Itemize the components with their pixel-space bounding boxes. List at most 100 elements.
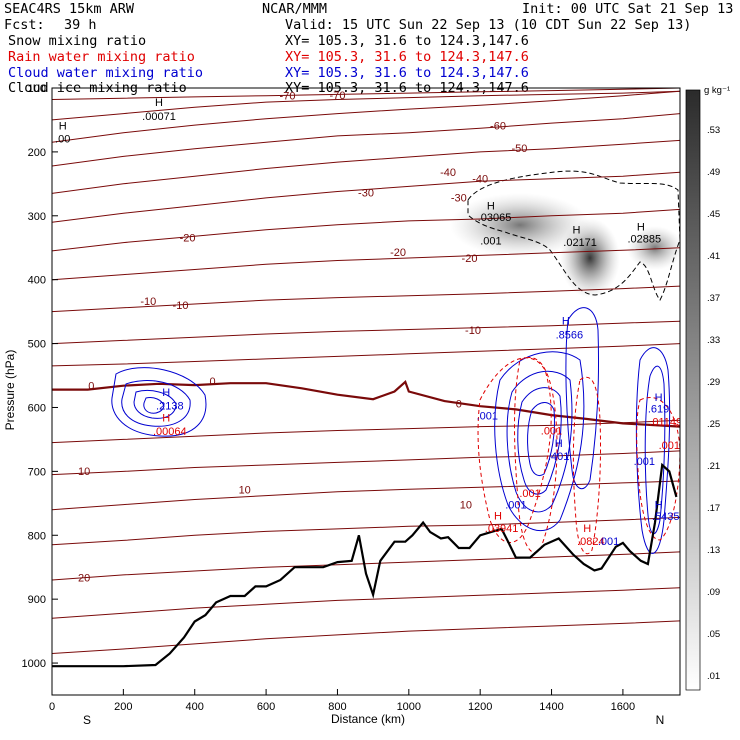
contour-label: -10 — [173, 300, 189, 312]
south-end-label: S — [83, 713, 91, 727]
temperature-contour-line — [52, 320, 680, 345]
contour-label: -20 — [180, 232, 196, 244]
y-tick-label: 400 — [28, 275, 46, 287]
field-snow-name: Snow mixing ratio — [8, 33, 147, 49]
contour-label: .001 — [505, 499, 526, 511]
colorbar-unit: g kg⁻¹ — [704, 85, 730, 96]
x-tick-label: 400 — [186, 701, 204, 713]
temperature-contour-line — [52, 419, 680, 444]
x-tick-label: 1000 — [397, 701, 421, 713]
contour-label: H — [59, 121, 67, 133]
contour-label: 20 — [78, 572, 90, 584]
contour-label: -20 — [390, 247, 406, 259]
contour-label: 10 — [460, 499, 472, 511]
contour-label: .5435 — [652, 511, 680, 523]
temperature-contour-line — [52, 450, 680, 476]
x-tick-label: 600 — [257, 701, 275, 713]
temperature-contour-line — [52, 90, 680, 121]
colorbar-label: .09 — [707, 587, 720, 598]
colorbar-labels: .53 .49 .45 .41 .37 .33 .29 .25 .21 .17 .13 .09 .05.… — [707, 125, 720, 682]
contour-label: H — [162, 413, 170, 425]
contour-label: .001 — [477, 411, 498, 423]
plot-area: H.00071H.00H.03065.001H.02171H.02885H.21… — [52, 88, 680, 668]
y-tick-label: 800 — [28, 530, 46, 542]
contour-label: -60 — [490, 121, 506, 133]
y-tick-label: 1000 — [22, 658, 46, 670]
model-title: SEAC4RS 15km ARW — [4, 1, 135, 17]
contour-label: -70 — [280, 91, 296, 103]
contour-label: 10 — [239, 485, 251, 497]
x-tick-label: 1600 — [611, 701, 635, 713]
colorbar-label: .45 — [707, 209, 720, 220]
contour-label: H — [162, 387, 170, 399]
colorbar-label: .41 — [707, 251, 720, 262]
contour-label: -30 — [451, 193, 467, 205]
contour-label: .001 — [480, 236, 501, 248]
temperature-contour-line — [52, 208, 680, 252]
x-axis-ticks: 0 200 400 600 800 1000 1200 1400 1600 — [49, 689, 635, 713]
contour-label: H — [583, 523, 591, 535]
contour-label: .401 — [548, 451, 569, 463]
colorbar-label: .49 — [707, 167, 720, 178]
plot-frame — [51, 87, 681, 696]
contour-label: .2138 — [156, 400, 184, 412]
cloud-water-contours-convective — [494, 307, 671, 554]
x-tick-label: 800 — [328, 701, 346, 713]
rain-water-contours — [477, 357, 680, 555]
colorbar-scale — [685, 89, 701, 691]
center-title: NCAR/MMM — [262, 1, 328, 17]
cloud-water-contours-south — [111, 367, 207, 437]
contour-label: .001 — [598, 536, 619, 548]
temperature-contour-line — [52, 480, 680, 511]
contour-label: 0 — [210, 376, 216, 388]
y-tick-label: 500 — [28, 339, 46, 351]
temperature-contour-line — [52, 113, 680, 167]
temperature-contour-line — [52, 90, 680, 143]
contour-label: .001 — [634, 456, 655, 468]
y-axis-label: Pressure (hPa) — [3, 350, 17, 431]
x-tick-label: 200 — [114, 701, 132, 713]
y-tick-label: 200 — [28, 147, 46, 159]
contour-label: .619 — [648, 404, 669, 416]
contour-label: 0 — [456, 399, 462, 411]
temperature-contour-line — [52, 139, 680, 194]
contour-label: -40 — [472, 174, 488, 186]
contour-label: .03941 — [485, 523, 519, 535]
forecast-label: Fcst: — [4, 17, 45, 33]
contour-label: -10 — [140, 296, 156, 308]
contour-label: H — [155, 97, 163, 109]
temperature-contour-line — [52, 587, 680, 619]
colorbar-label: .21 — [707, 461, 720, 472]
field-snow-xy: XY= 105.3, 31.6 to 124.3,147.6 — [285, 33, 529, 49]
temperature-contours — [52, 88, 680, 654]
north-end-label: N — [656, 713, 665, 727]
temperature-contour-line — [52, 171, 680, 223]
field-rain-xy: XY= 105.3, 31.6 to 124.3,147.6 — [285, 49, 529, 65]
y-axis-ticks: 100 200 300 400 500 600 700 800 900 1000 — [22, 83, 58, 670]
snow-shading-north — [627, 226, 680, 270]
temperature-contour-line — [52, 88, 680, 100]
contour-label: -70 — [330, 90, 346, 102]
x-tick-label: 0 — [49, 701, 55, 713]
contour-label: H — [655, 392, 663, 404]
contour-label: -50 — [511, 143, 527, 155]
temperature-contour-line — [52, 247, 680, 281]
y-tick-label: 300 — [28, 211, 46, 223]
x-tick-label: 1400 — [539, 701, 563, 713]
valid-time: Valid: 15 UTC Sun 22 Sep 13 (10 CDT Sun … — [285, 17, 692, 33]
y-tick-label: 700 — [28, 466, 46, 478]
contour-label: 0 — [88, 381, 94, 393]
temperature-contour-line — [52, 551, 680, 581]
contour-label: H — [655, 499, 663, 511]
x-axis-label: Distance (km) — [331, 712, 405, 726]
contour-label: -30 — [358, 188, 374, 200]
y-tick-label: 600 — [28, 402, 46, 414]
freezing-level-contour — [52, 380, 680, 428]
colorbar-label: .53 — [707, 125, 720, 136]
cloud-ice-contour — [467, 170, 680, 301]
contour-label: 10 — [78, 466, 90, 478]
colorbar-label: .33 — [707, 335, 720, 346]
temperature-contour-line — [52, 285, 680, 313]
contour-label: H — [573, 225, 581, 237]
